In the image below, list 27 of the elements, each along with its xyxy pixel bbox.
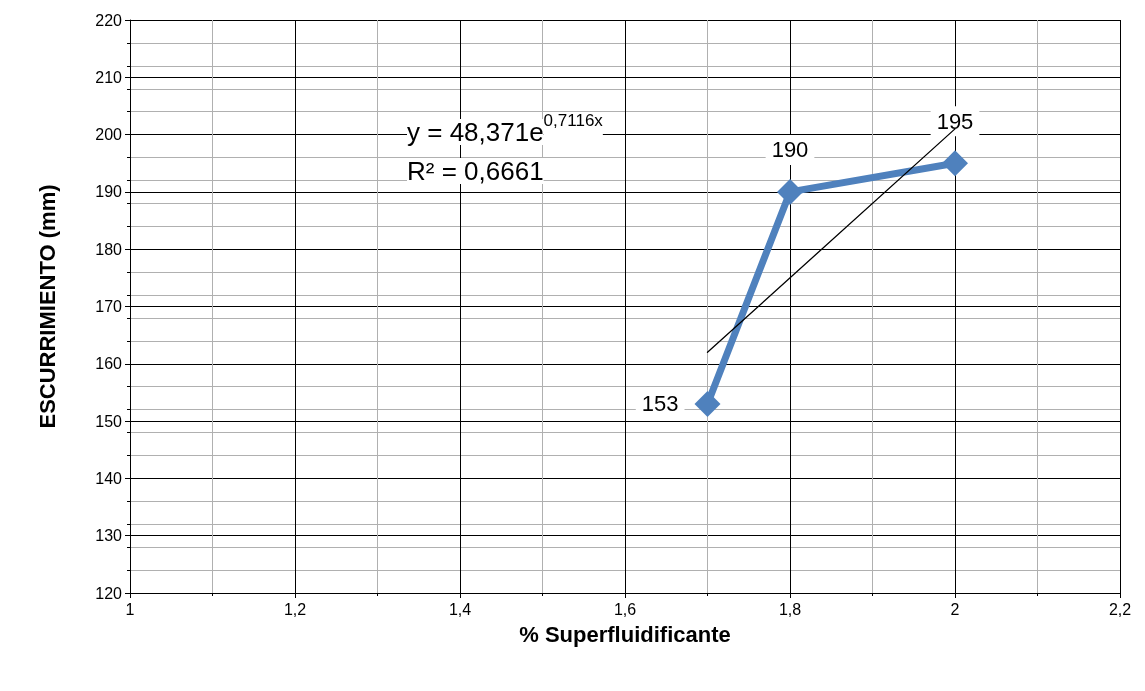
x-tick-label: 1 [125,600,135,618]
x-axis-title: % Superfluidificante [519,621,731,647]
annotation: R² = 0,6661 [407,156,544,186]
x-tick-label: 1,6 [613,600,637,618]
data-label: 195 [936,108,974,134]
x-tick-label: 2,2 [1108,600,1132,618]
x-tick-label: 1,2 [283,600,307,618]
y-axis-title: ESCURRIMIENTO (mm) [34,184,60,429]
data-label: 190 [771,137,809,163]
y-tick-label: 140 [95,469,123,487]
point [777,178,803,205]
x-tick-label: 1,4 [448,600,472,618]
x-tick-label: 2 [950,600,960,618]
y-tick-label: 130 [95,527,123,545]
y-tick-label: 200 [95,126,123,144]
point [942,150,968,177]
y-tick-label: 150 [95,412,123,430]
y-tick-label: 120 [95,584,123,602]
point [694,390,721,417]
y-tick-label: 190 [95,183,123,201]
y-tick-label: 170 [95,298,123,315]
y-tick-label: 180 [95,240,123,258]
y-tick-label: 210 [95,68,123,86]
y-tick-label: 220 [95,11,123,29]
data-label: 153 [641,391,679,417]
x-tick-label: 1,8 [778,600,802,618]
y-tick-label: 160 [95,355,123,373]
